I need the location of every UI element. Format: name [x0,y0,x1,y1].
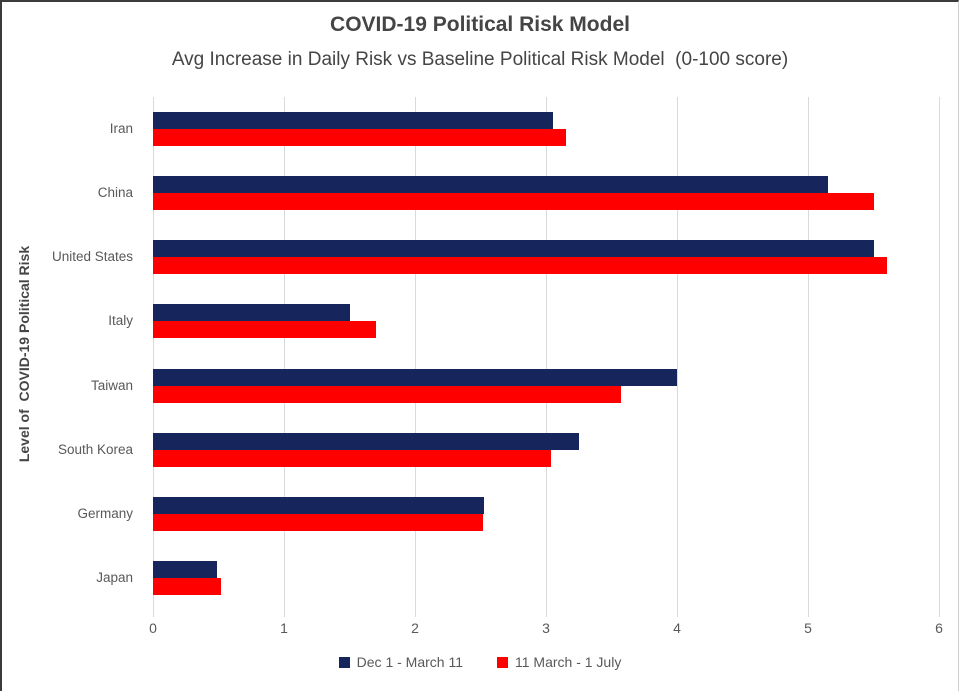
gridline-x-5 [808,97,809,617]
bar-iran-series-0 [153,112,553,130]
x-tick-label-5: 5 [804,620,812,636]
gridline-x-1 [284,97,285,617]
bar-iran-series-1 [153,129,566,147]
chart-title: COVID-19 Political Risk Model [330,13,630,36]
chart-subtitle: Avg Increase in Daily Risk vs Baseline P… [171,49,789,70]
category-label-taiwan: Taiwan [90,377,133,393]
legend-item-0: Dec 1 - March 11 [338,654,463,670]
x-tick-label-6: 6 [935,620,943,636]
gridline-x-6 [939,97,940,617]
bar-united-states-series-0 [153,240,874,258]
bar-china-series-1 [153,193,874,211]
legend-label: 11 March - 1 July [515,654,622,670]
category-label-germany: Germany [77,505,133,521]
x-tick-label-4: 4 [673,620,681,636]
x-tick-label-0: 0 [149,620,157,636]
legend-swatch-icon [497,656,508,668]
bar-united-states-series-1 [153,257,887,275]
category-label-china: China [97,185,133,201]
x-tick-label-1: 1 [280,620,288,636]
category-label-south-korea: South Korea [57,441,133,457]
category-label-japan: Japan [96,569,133,585]
plot-area [153,97,940,617]
bar-china-series-0 [153,176,828,194]
x-tick-label-3: 3 [542,620,550,636]
category-label-iran: Iran [109,121,133,137]
legend: Dec 1 - March 11 11 March - 1 July [2,654,958,670]
bar-japan-series-1 [153,577,222,595]
bar-south-korea-series-0 [153,432,579,450]
gridline-x-2 [415,97,416,617]
legend-item-1: 11 March - 1 July [497,654,621,670]
x-tick-label-2: 2 [411,620,419,636]
bar-japan-series-0 [153,560,218,578]
bar-italy-series-1 [153,321,376,339]
bar-germany-series-1 [153,513,484,531]
bar-italy-series-0 [153,304,350,322]
bar-south-korea-series-1 [153,449,552,467]
category-label-italy: Italy [108,313,133,329]
gridline-x-3 [546,97,547,617]
bar-taiwan-series-0 [153,368,677,386]
category-label-united-states: United States [51,249,133,265]
bar-taiwan-series-1 [153,385,621,403]
legend-label: Dec 1 - March 11 [356,654,463,670]
bar-germany-series-0 [153,496,485,514]
legend-swatch-icon [338,656,350,668]
gridline-x-0 [153,97,154,617]
gridline-x-4 [677,97,678,617]
